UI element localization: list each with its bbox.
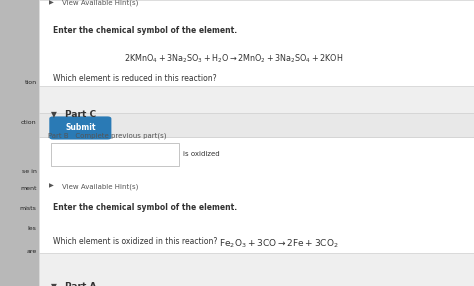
Text: Part B   Complete previous part(s): Part B Complete previous part(s) xyxy=(48,132,167,139)
FancyBboxPatch shape xyxy=(51,143,179,166)
Text: ▶: ▶ xyxy=(49,183,54,188)
Bar xyxy=(39,113,474,137)
Bar xyxy=(39,137,474,253)
Bar xyxy=(39,253,474,286)
Text: ▶: ▶ xyxy=(49,0,54,5)
Text: Enter the chemical symbol of the element.: Enter the chemical symbol of the element… xyxy=(53,203,237,212)
Text: tion: tion xyxy=(24,80,36,86)
Text: is oxidized: is oxidized xyxy=(183,152,220,157)
Text: View Available Hint(s): View Available Hint(s) xyxy=(62,183,138,190)
Text: ment: ment xyxy=(20,186,36,191)
Text: Which element is oxidized in this reaction?: Which element is oxidized in this reacti… xyxy=(53,237,218,246)
Text: $\mathrm{Fe_2O_3+3CO{\rightarrow}2Fe+3CO_2}$: $\mathrm{Fe_2O_3+3CO{\rightarrow}2Fe+3CO… xyxy=(219,237,339,250)
Text: les: les xyxy=(27,226,36,231)
Text: mists: mists xyxy=(19,206,36,211)
Text: View Available Hint(s): View Available Hint(s) xyxy=(62,0,138,7)
Text: se in: se in xyxy=(22,169,36,174)
Text: Enter the chemical symbol of the element.: Enter the chemical symbol of the element… xyxy=(53,26,237,35)
Text: ▼: ▼ xyxy=(51,282,56,286)
Text: ▼: ▼ xyxy=(51,110,56,118)
Text: Part A: Part A xyxy=(65,282,96,286)
Text: are: are xyxy=(26,249,36,254)
FancyBboxPatch shape xyxy=(49,116,111,140)
Text: Submit: Submit xyxy=(65,124,96,132)
Text: Part C: Part C xyxy=(65,110,96,118)
Bar xyxy=(0,0,39,286)
Text: Which element is reduced in this reaction?: Which element is reduced in this reactio… xyxy=(53,74,217,83)
Bar xyxy=(39,86,474,113)
Text: $\mathrm{2KMnO_4+3Na_2SO_3+H_2O{\rightarrow}2MnO_2+3Na_2SO_4+2KOH}$: $\mathrm{2KMnO_4+3Na_2SO_3+H_2O{\rightar… xyxy=(124,53,343,65)
Bar xyxy=(39,0,474,86)
Text: ction: ction xyxy=(21,120,36,126)
